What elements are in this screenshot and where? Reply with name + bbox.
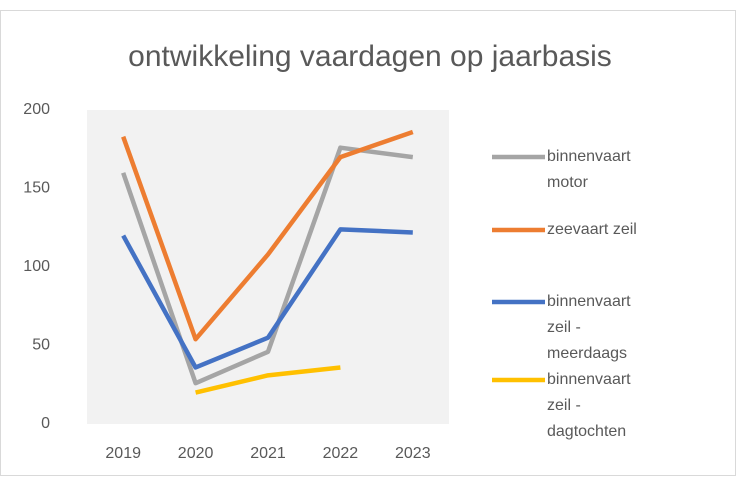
legend-label: zeevaart zeil	[547, 221, 637, 238]
y-tick-label: 50	[32, 337, 50, 354]
y-tick-label: 150	[23, 180, 50, 197]
legend-label: binnenvaart zeil - meerdaags	[547, 293, 631, 362]
x-tick-label: 2023	[395, 445, 431, 462]
y-tick-label: 200	[23, 101, 50, 118]
legend-label: binnenvaart zeil - dagtochten	[547, 371, 631, 440]
series-line	[195, 365, 341, 395]
series-line	[121, 129, 414, 342]
series-line	[121, 227, 413, 370]
chart-title: ontwikkeling vaardagen op jaarbasis	[128, 40, 612, 73]
y-tick-label: 0	[41, 415, 50, 432]
x-tick-label: 2020	[178, 445, 214, 462]
x-tick-label: 2022	[323, 445, 359, 462]
plot-area	[87, 110, 449, 424]
x-tick-label: 2021	[250, 445, 286, 462]
x-tick-label: 2019	[105, 445, 141, 462]
legend-label: binnenvaart motor	[547, 148, 631, 191]
y-tick-label: 100	[23, 258, 50, 275]
